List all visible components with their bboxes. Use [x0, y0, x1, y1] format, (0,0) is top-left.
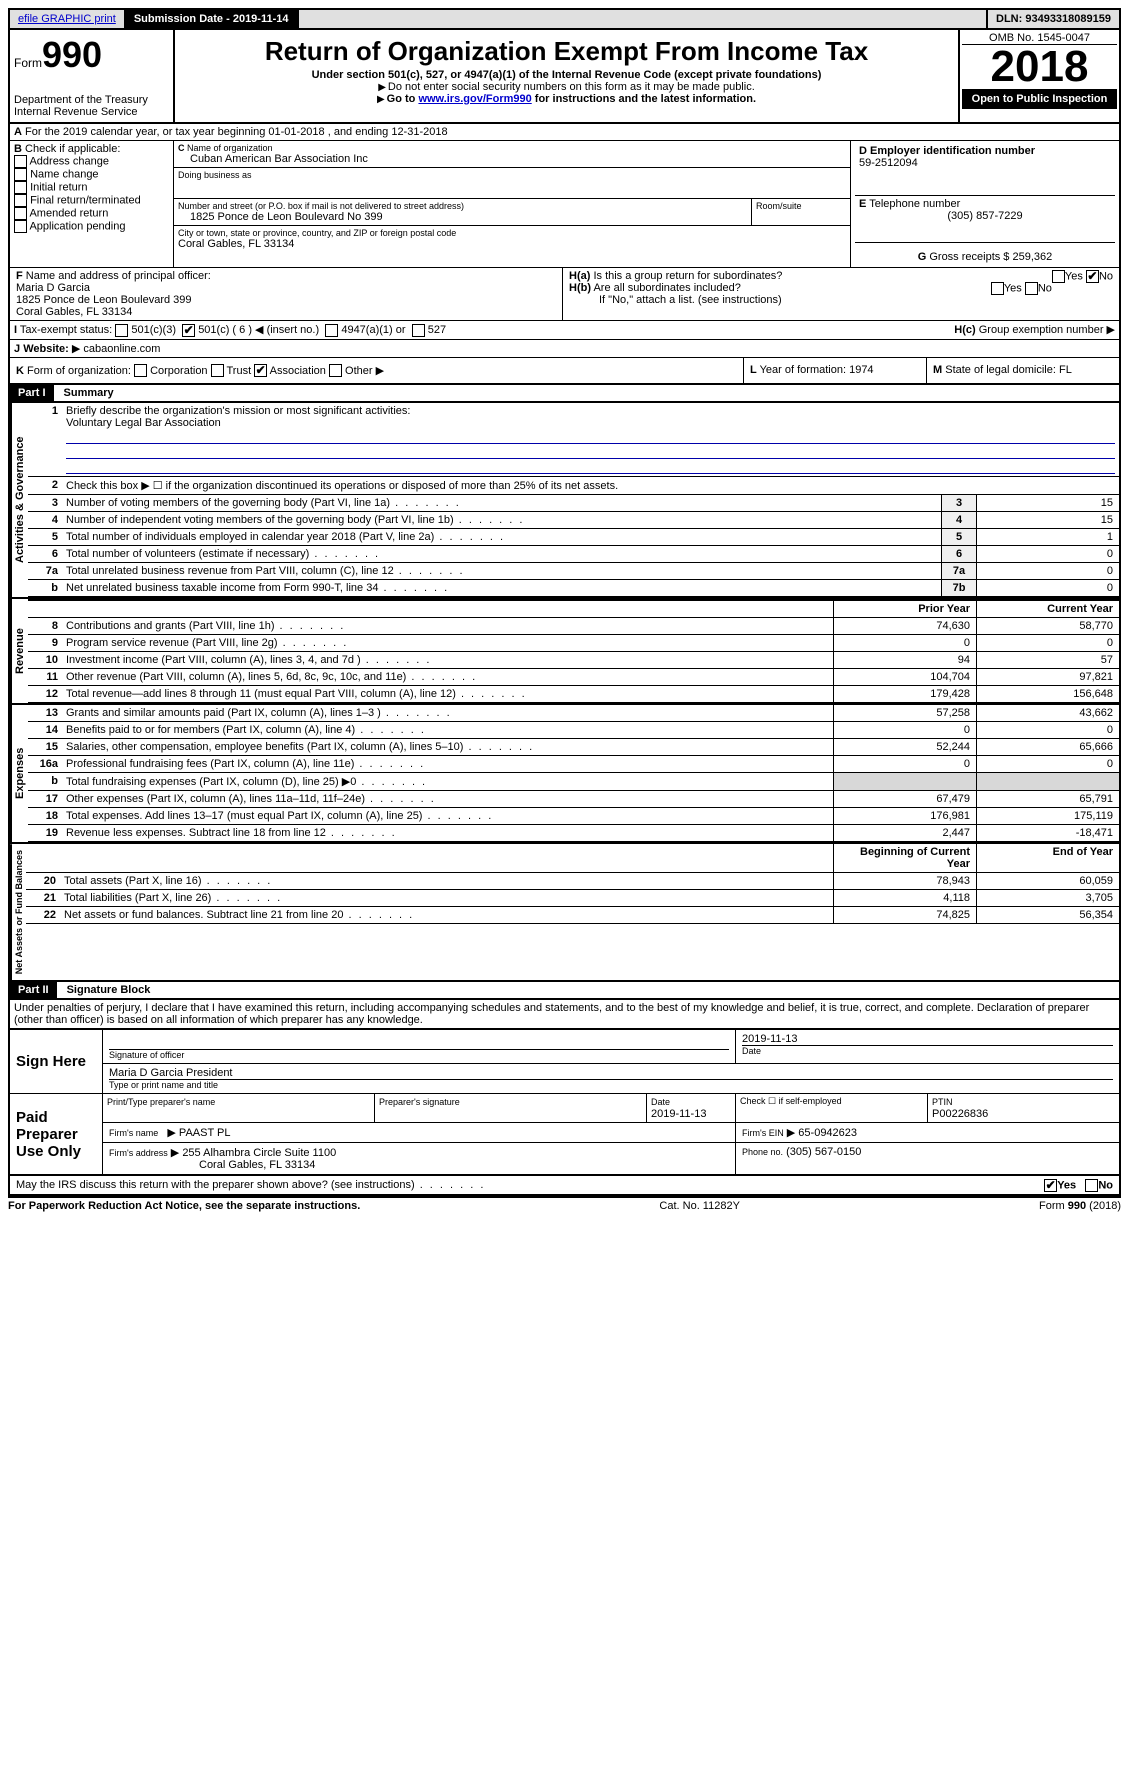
- box-m: M State of legal domicile: FL: [926, 358, 1119, 384]
- subtitle: Under section 501(c), 527, or 4947(a)(1)…: [179, 69, 954, 81]
- part2-header: Part II Signature Block: [8, 982, 1121, 1000]
- box-i: I Tax-exempt status: 501(c)(3) ✔ 501(c) …: [8, 321, 1121, 340]
- box-f: F Name and address of principal officer:…: [10, 268, 563, 320]
- note-goto: Go to www.irs.gov/Form990 for instructio…: [179, 93, 954, 105]
- box-l: L Year of formation: 1974: [743, 358, 926, 384]
- rev-label: Revenue: [10, 599, 28, 703]
- box-k: K Form of organization: Corporation Trus…: [10, 358, 743, 384]
- exp-label: Expenses: [10, 705, 28, 842]
- part1-header: Part I Summary: [8, 385, 1121, 403]
- dln: DLN: 93493318089159: [986, 10, 1119, 28]
- signature-table: Sign Here Signature of officer 2019-11-1…: [8, 1029, 1121, 1176]
- box-j: J Website: ▶ cabaonline.com: [8, 340, 1121, 358]
- gov-label: Activities & Governance: [10, 403, 28, 597]
- form-header: Form990 Department of the Treasury Inter…: [8, 30, 1121, 124]
- form-title: Return of Organization Exempt From Incom…: [179, 36, 954, 67]
- box-b: B Check if applicable: Address change Na…: [10, 141, 174, 267]
- box-deg: D Employer identification number 59-2512…: [851, 141, 1119, 267]
- jurat: Under penalties of perjury, I declare th…: [8, 1000, 1121, 1029]
- net-label: Net Assets or Fund Balances: [10, 844, 26, 980]
- footer: For Paperwork Reduction Act Notice, see …: [8, 1196, 1121, 1212]
- irs-link[interactable]: www.irs.gov/Form990: [418, 93, 531, 105]
- box-c: C Name of organization Cuban American Ba…: [174, 141, 851, 267]
- form-number: Form990: [14, 34, 169, 76]
- irs-label: Internal Revenue Service: [14, 106, 169, 118]
- tax-year: 2018: [962, 45, 1117, 89]
- dept-label: Department of the Treasury: [14, 94, 169, 106]
- line-a: A For the 2019 calendar year, or tax yea…: [8, 124, 1121, 141]
- topbar: efile GRAPHIC print Submission Date - 20…: [8, 8, 1121, 30]
- open-public: Open to Public Inspection: [962, 89, 1117, 109]
- note-ssn: Do not enter social security numbers on …: [179, 81, 954, 93]
- discuss-row: May the IRS discuss this return with the…: [8, 1176, 1121, 1196]
- efile-link[interactable]: efile GRAPHIC print: [10, 10, 126, 28]
- submission-date: Submission Date - 2019-11-14: [126, 10, 299, 28]
- part1-body: Activities & Governance 1 Briefly descri…: [8, 403, 1121, 599]
- box-h: H(a) Is this a group return for subordin…: [563, 268, 1119, 320]
